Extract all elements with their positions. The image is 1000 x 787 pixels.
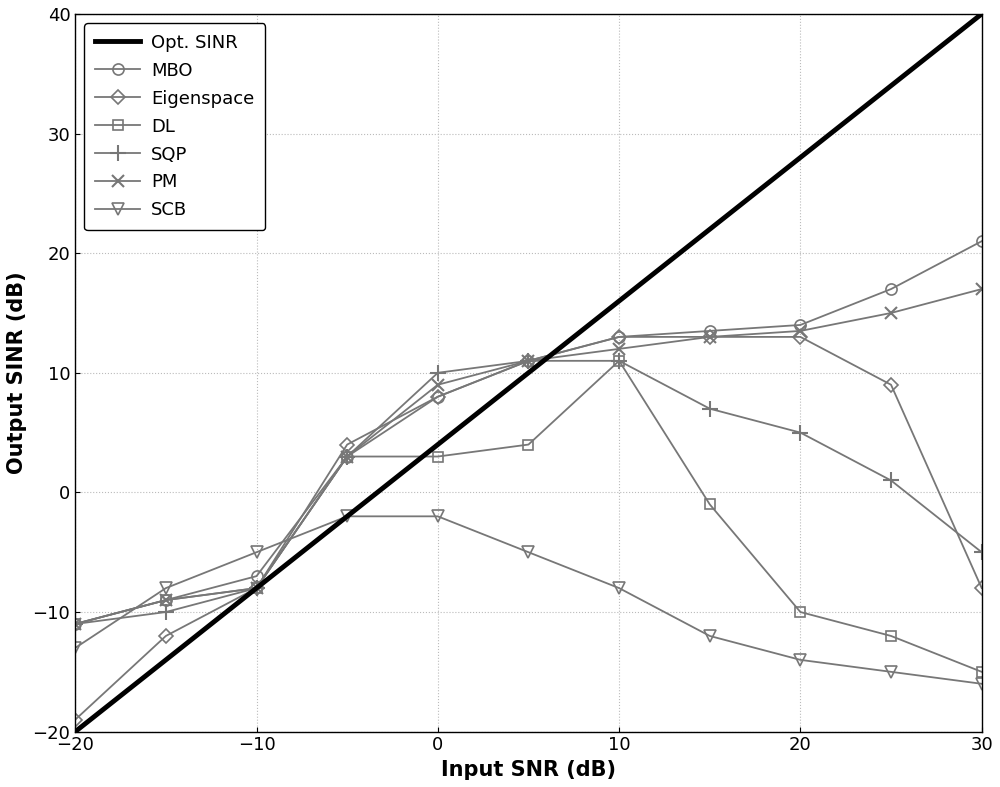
SCB xyxy=(522,548,534,557)
SCB xyxy=(613,583,625,593)
Eigenspace xyxy=(432,392,444,401)
SCB xyxy=(251,548,263,557)
Line: Eigenspace: Eigenspace xyxy=(70,332,987,725)
MBO xyxy=(976,236,988,246)
PM xyxy=(794,326,806,335)
Eigenspace xyxy=(704,332,716,342)
PM xyxy=(432,380,444,390)
SQP xyxy=(976,548,988,557)
MBO xyxy=(885,284,897,294)
DL xyxy=(432,452,444,461)
DL xyxy=(522,440,534,449)
MBO xyxy=(432,392,444,401)
DL xyxy=(976,667,988,677)
MBO xyxy=(613,332,625,342)
Line: SQP: SQP xyxy=(68,353,989,632)
Eigenspace xyxy=(341,440,353,449)
MBO xyxy=(522,356,534,365)
Eigenspace xyxy=(976,583,988,593)
PM xyxy=(69,619,81,629)
SCB xyxy=(704,631,716,641)
SQP xyxy=(704,404,716,413)
SCB xyxy=(976,679,988,689)
PM xyxy=(160,595,172,604)
Line: DL: DL xyxy=(70,356,987,677)
PM xyxy=(885,309,897,318)
SQP xyxy=(160,608,172,617)
SQP xyxy=(794,428,806,438)
SCB xyxy=(341,512,353,521)
SQP xyxy=(341,452,353,461)
Eigenspace xyxy=(522,356,534,365)
Eigenspace xyxy=(794,332,806,342)
MBO xyxy=(794,320,806,330)
Legend: Opt. SINR, MBO, Eigenspace, DL, SQP, PM, SCB: Opt. SINR, MBO, Eigenspace, DL, SQP, PM,… xyxy=(84,23,265,231)
SQP xyxy=(69,619,81,629)
SQP xyxy=(251,583,263,593)
DL xyxy=(885,631,897,641)
Eigenspace xyxy=(885,380,897,390)
SQP xyxy=(885,475,897,485)
Line: SCB: SCB xyxy=(70,511,987,689)
PM xyxy=(341,452,353,461)
X-axis label: Input SNR (dB): Input SNR (dB) xyxy=(441,760,616,780)
SQP xyxy=(432,368,444,378)
MBO xyxy=(341,452,353,461)
Line: MBO: MBO xyxy=(70,235,987,630)
SCB xyxy=(69,643,81,652)
MBO xyxy=(69,619,81,629)
Line: PM: PM xyxy=(70,283,987,630)
DL xyxy=(613,356,625,365)
PM xyxy=(251,583,263,593)
PM xyxy=(976,284,988,294)
Eigenspace xyxy=(69,715,81,724)
SCB xyxy=(885,667,897,677)
DL xyxy=(341,452,353,461)
PM xyxy=(704,332,716,342)
PM xyxy=(522,356,534,365)
DL xyxy=(69,619,81,629)
MBO xyxy=(251,571,263,581)
MBO xyxy=(704,326,716,335)
Eigenspace xyxy=(251,583,263,593)
SCB xyxy=(160,583,172,593)
SQP xyxy=(613,356,625,365)
SQP xyxy=(522,356,534,365)
DL xyxy=(251,583,263,593)
Y-axis label: Output SINR (dB): Output SINR (dB) xyxy=(7,272,27,474)
DL xyxy=(794,608,806,617)
DL xyxy=(160,595,172,604)
Eigenspace xyxy=(160,631,172,641)
MBO xyxy=(160,595,172,604)
DL xyxy=(704,500,716,509)
Eigenspace xyxy=(613,332,625,342)
SCB xyxy=(432,512,444,521)
PM xyxy=(613,344,625,353)
SCB xyxy=(794,655,806,664)
